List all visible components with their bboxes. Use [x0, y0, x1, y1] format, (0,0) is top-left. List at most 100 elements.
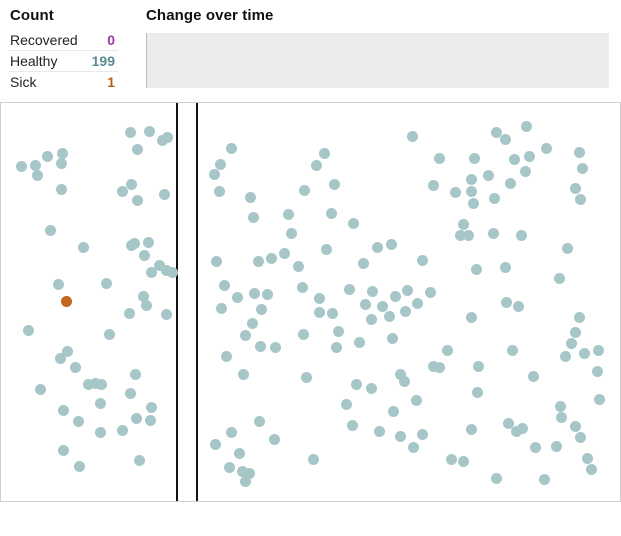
healthy-person-dot	[252, 255, 264, 267]
healthy-person-dot	[248, 287, 260, 299]
healthy-person-dot	[399, 305, 411, 317]
sick-label: Sick	[10, 74, 37, 90]
healthy-person-dot	[310, 159, 322, 171]
healthy-person-dot	[130, 412, 142, 424]
healthy-person-dot	[320, 243, 332, 255]
count-row-recovered: Recovered 0	[9, 30, 118, 51]
healthy-person-dot	[569, 420, 581, 432]
healthy-person-dot	[398, 375, 410, 387]
healthy-person-dot	[103, 328, 115, 340]
count-table: Recovered 0 Healthy 199 Sick 1	[9, 30, 118, 92]
healthy-person-dot	[523, 150, 535, 162]
healthy-person-dot	[129, 368, 141, 380]
healthy-person-dot	[559, 350, 571, 362]
healthy-person-dot	[52, 278, 64, 290]
stats-header: Count Change over time Recovered 0 Healt…	[0, 0, 621, 95]
healthy-person-dot	[465, 423, 477, 435]
healthy-person-dot	[357, 257, 369, 269]
recovered-label: Recovered	[10, 32, 78, 48]
healthy-person-dot	[527, 370, 539, 382]
healthy-person-dot	[508, 153, 520, 165]
healthy-person-dot	[359, 298, 371, 310]
healthy-person-dot	[223, 461, 235, 473]
healthy-person-dot	[538, 473, 550, 485]
healthy-person-dot	[366, 285, 378, 297]
healthy-person-dot	[57, 404, 69, 416]
healthy-person-dot	[237, 368, 249, 380]
healthy-person-dot	[401, 284, 413, 296]
healthy-person-dot	[592, 344, 604, 356]
healthy-person-dot	[246, 317, 258, 329]
healthy-person-dot	[137, 290, 149, 302]
healthy-person-dot	[296, 281, 308, 293]
healthy-person-dot	[569, 326, 581, 338]
healthy-person-dot	[499, 261, 511, 273]
healthy-person-dot	[457, 218, 469, 230]
healthy-person-dot	[472, 360, 484, 372]
healthy-person-dot	[386, 332, 398, 344]
healthy-person-dot	[326, 307, 338, 319]
healthy-person-dot	[94, 426, 106, 438]
change-over-time-chart	[146, 33, 609, 88]
healthy-person-dot	[282, 208, 294, 220]
healthy-person-dot	[218, 279, 230, 291]
healthy-person-dot	[350, 378, 362, 390]
healthy-person-dot	[73, 460, 85, 472]
healthy-person-dot	[427, 179, 439, 191]
healthy-person-dot	[441, 344, 453, 356]
healthy-person-dot	[389, 290, 401, 302]
healthy-person-dot	[574, 431, 586, 443]
healthy-person-dot	[569, 182, 581, 194]
healthy-person-dot	[56, 147, 68, 159]
healthy-person-dot	[465, 185, 477, 197]
healthy-person-dot	[225, 142, 237, 154]
healthy-person-dot	[166, 266, 178, 278]
healthy-person-dot	[61, 345, 73, 357]
healthy-person-dot	[44, 224, 56, 236]
healthy-person-dot	[54, 352, 66, 364]
healthy-person-dot	[591, 365, 603, 377]
simulation-canvas	[0, 102, 621, 502]
healthy-person-dot	[565, 337, 577, 349]
healthy-person-dot	[236, 465, 248, 477]
quarantine-wall-right	[196, 103, 198, 501]
healthy-person-dot	[34, 383, 46, 395]
healthy-person-dot	[488, 192, 500, 204]
healthy-person-dot	[213, 185, 225, 197]
healthy-person-dot	[233, 447, 245, 459]
healthy-count: 199	[91, 53, 115, 69]
healthy-person-dot	[573, 146, 585, 158]
healthy-person-dot	[500, 296, 512, 308]
healthy-person-dot	[145, 401, 157, 413]
healthy-person-dot	[268, 433, 280, 445]
healthy-person-dot	[540, 142, 552, 154]
healthy-person-dot	[487, 227, 499, 239]
healthy-person-dot	[125, 178, 137, 190]
healthy-person-dot	[365, 382, 377, 394]
healthy-person-dot	[519, 165, 531, 177]
healthy-person-dot	[332, 325, 344, 337]
healthy-person-dot	[406, 130, 418, 142]
healthy-person-dot	[72, 415, 84, 427]
healthy-person-dot	[255, 303, 267, 315]
healthy-person-dot	[82, 378, 94, 390]
healthy-person-dot	[131, 194, 143, 206]
healthy-person-dot	[411, 297, 423, 309]
healthy-person-dot	[77, 241, 89, 253]
healthy-person-dot	[433, 361, 445, 373]
healthy-person-dot	[515, 229, 527, 241]
healthy-person-dot	[254, 340, 266, 352]
healthy-person-dot	[490, 472, 502, 484]
healthy-person-dot	[138, 249, 150, 261]
healthy-person-dot	[394, 430, 406, 442]
healthy-person-dot	[407, 441, 419, 453]
healthy-person-dot	[89, 377, 101, 389]
healthy-person-dot	[467, 197, 479, 209]
healthy-person-dot	[307, 453, 319, 465]
healthy-person-dot	[502, 417, 514, 429]
healthy-person-dot	[153, 259, 165, 271]
healthy-person-dot	[468, 152, 480, 164]
healthy-person-dot	[353, 336, 365, 348]
healthy-person-dot	[100, 277, 112, 289]
